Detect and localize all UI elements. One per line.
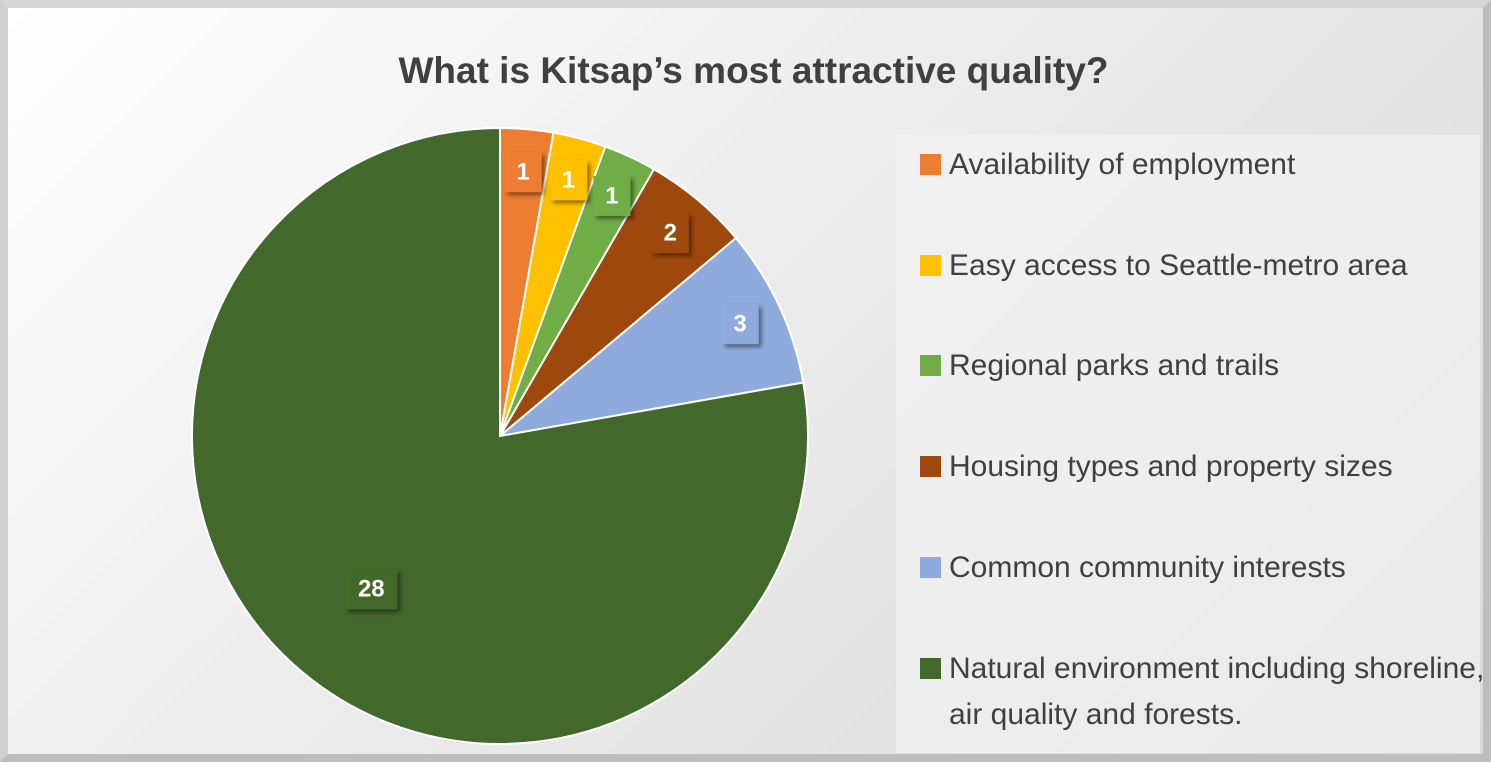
data-label-box xyxy=(550,160,588,201)
legend-label: Natural environment including shoreline,… xyxy=(949,651,1485,731)
legend-item: Regional parks and trails xyxy=(920,343,1489,389)
legend-label: Easy access to Seattle-metro area xyxy=(949,248,1408,282)
legend-item: Housing types and property sizes xyxy=(920,444,1489,490)
data-label-box xyxy=(593,175,631,216)
legend-swatch xyxy=(920,657,941,679)
legend: Availability of employment Easy access to… xyxy=(896,135,1484,753)
data-label-box xyxy=(345,569,398,610)
pie-chart: 1 1 1 2 3 28 xyxy=(191,126,809,745)
legend-item: Common community interests xyxy=(920,545,1489,591)
legend-label: Availability of employment xyxy=(949,148,1296,181)
data-label-box xyxy=(651,213,689,254)
legend-swatch xyxy=(920,456,941,478)
data-label: 1 xyxy=(516,158,529,185)
data-label: 28 xyxy=(358,576,385,603)
data-label: 3 xyxy=(733,310,746,337)
legend-swatch xyxy=(920,355,941,377)
legend-swatch xyxy=(920,254,941,276)
legend-label: Common community interests xyxy=(949,550,1346,584)
data-label: 1 xyxy=(605,182,618,209)
legend-item: Easy access to Seattle-metro area xyxy=(920,243,1489,289)
legend-swatch xyxy=(920,154,941,175)
data-label: 2 xyxy=(664,219,677,246)
legend-item: Availability of employment xyxy=(920,142,1489,188)
chart-title: What is Kitsap’s most attractive quality… xyxy=(398,50,1109,91)
data-label-box xyxy=(504,152,542,193)
pie-slice xyxy=(496,236,805,438)
data-label: 1 xyxy=(562,166,575,193)
legend-item: Natural environment including shoreline,… xyxy=(920,646,1489,738)
legend-label: Housing types and property sizes xyxy=(949,450,1393,484)
data-label-box xyxy=(721,304,759,345)
legend-label: Regional parks and trails xyxy=(949,349,1280,383)
legend-swatch xyxy=(920,556,941,578)
